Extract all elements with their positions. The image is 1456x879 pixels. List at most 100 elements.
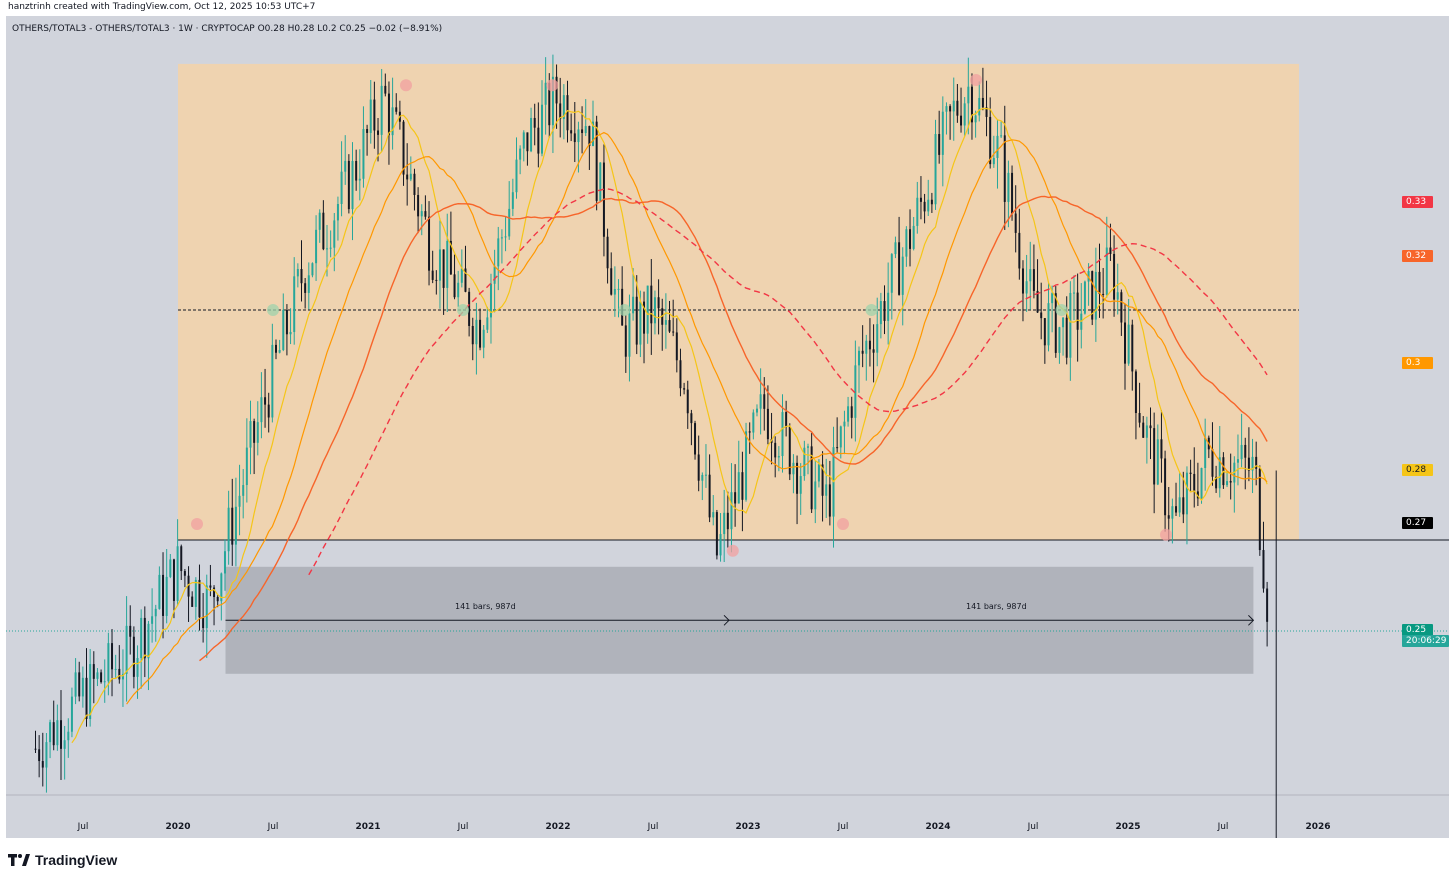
candle-body xyxy=(256,422,259,443)
candle-body xyxy=(548,82,551,126)
candle-body xyxy=(584,126,587,134)
price-tag-0-33: 0.33 xyxy=(1402,196,1433,208)
candle-body xyxy=(285,309,288,335)
candle-body xyxy=(409,173,412,180)
candle-body xyxy=(974,115,977,123)
candle-body xyxy=(905,229,908,257)
candle-body xyxy=(821,464,824,496)
candle-body xyxy=(617,288,620,290)
candle-body xyxy=(278,349,281,353)
candle-body xyxy=(876,324,879,353)
candle-body xyxy=(763,394,766,409)
candle-body xyxy=(930,199,933,205)
candle-body xyxy=(981,97,984,108)
candle-body xyxy=(260,397,263,423)
candle-body xyxy=(613,288,616,295)
candle-body xyxy=(1240,444,1243,460)
candle-body xyxy=(377,130,380,135)
candle-body xyxy=(176,546,179,601)
candle-body xyxy=(592,121,595,147)
candle-body xyxy=(909,229,912,249)
candle-body xyxy=(989,116,992,165)
candle-body xyxy=(887,292,890,321)
candle-body xyxy=(1167,515,1170,519)
candle-body xyxy=(519,148,522,160)
time-axis-label: Jul xyxy=(457,822,469,832)
candle-body xyxy=(1215,476,1218,489)
price-tag-0-3: 0.3 xyxy=(1402,356,1433,369)
candle-body xyxy=(850,406,853,418)
candle-body xyxy=(245,447,248,486)
chart-pane[interactable]: OTHERS/TOTAL3 - OTHERS/TOTAL3 · 1W · CRY… xyxy=(6,16,1449,838)
candle-body xyxy=(701,474,704,481)
candle-body xyxy=(792,462,795,475)
candle-body xyxy=(865,340,868,354)
pivot-marker xyxy=(1055,304,1068,316)
candle-body xyxy=(457,282,460,298)
candle-body xyxy=(380,85,383,135)
candle-body xyxy=(533,117,536,128)
candle-body xyxy=(402,121,405,175)
candle-body xyxy=(1047,303,1050,346)
candle-body xyxy=(1051,293,1054,304)
candle-body xyxy=(643,301,646,334)
candle-body xyxy=(1000,135,1003,137)
pivot-marker xyxy=(865,304,878,316)
candle-body xyxy=(898,242,901,295)
candle-body xyxy=(202,617,205,629)
candle-body xyxy=(449,240,452,275)
candle-body xyxy=(679,360,682,389)
candle-body xyxy=(1189,472,1192,474)
candle-body xyxy=(464,268,467,292)
candle-body xyxy=(172,559,175,601)
candle-body xyxy=(1134,371,1137,414)
price-tag-0-27: 0.27 xyxy=(1402,517,1433,529)
candle-body xyxy=(1182,497,1185,515)
candle-body xyxy=(960,115,963,126)
time-axis-label: Jul xyxy=(1027,822,1039,832)
candle-body xyxy=(132,636,135,677)
candle-body xyxy=(307,275,310,293)
candle-body xyxy=(213,587,216,597)
candle-body xyxy=(847,406,850,422)
candle-body xyxy=(1065,317,1068,358)
candle-body xyxy=(311,263,314,276)
time-axis-label: 2022 xyxy=(545,822,571,832)
candle-body xyxy=(996,135,999,158)
candle-body xyxy=(1149,425,1152,429)
candle-body xyxy=(111,643,114,670)
candle-body xyxy=(121,673,124,680)
candle-body xyxy=(570,130,573,134)
candle-body xyxy=(843,421,846,427)
candle-body xyxy=(588,126,591,147)
candle-body xyxy=(901,256,904,295)
candle-body xyxy=(515,159,518,193)
candle-body xyxy=(1218,457,1221,489)
candle-body xyxy=(650,285,653,324)
candle-body xyxy=(970,86,973,123)
candle-body xyxy=(868,340,871,350)
symbol-legend: OTHERS/TOTAL3 - OTHERS/TOTAL3 · 1W · CRY… xyxy=(12,24,443,34)
candle-body xyxy=(344,160,347,172)
candle-body xyxy=(358,178,361,181)
pivot-marker xyxy=(970,73,982,86)
candle-body xyxy=(60,720,63,749)
tradingview-logo[interactable]: TradingView xyxy=(8,852,117,868)
candle-body xyxy=(595,121,598,201)
candle-body xyxy=(726,512,729,530)
candle-body xyxy=(453,274,456,298)
candle-body xyxy=(723,512,726,535)
candle-body xyxy=(333,220,336,248)
candle-body xyxy=(242,485,245,496)
candle-body xyxy=(632,296,635,314)
candle-body xyxy=(1116,292,1119,300)
candle-body xyxy=(985,107,988,117)
candle-body xyxy=(1105,247,1108,295)
candle-body xyxy=(1091,271,1094,320)
candle-body xyxy=(114,668,117,670)
candle-body xyxy=(431,270,434,280)
candle-body xyxy=(100,672,103,683)
candle-body xyxy=(745,431,748,500)
time-axis-label: Jul xyxy=(1217,822,1229,832)
price-chart-svg[interactable] xyxy=(6,16,1449,838)
